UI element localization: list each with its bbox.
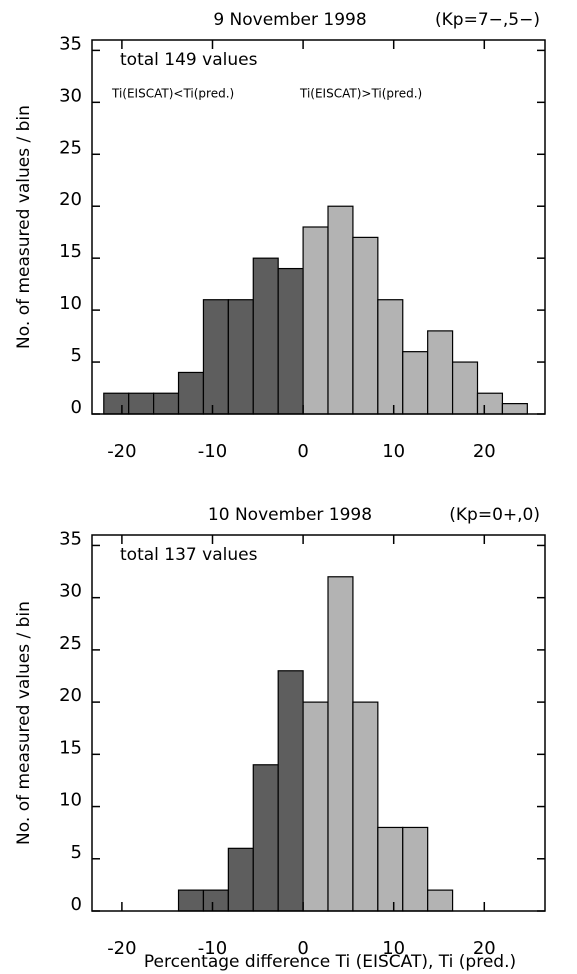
x-tick-label: 10 xyxy=(382,441,405,462)
plot-frame xyxy=(91,39,546,415)
y-tick-label: 25 xyxy=(59,633,82,654)
histogram-bar xyxy=(277,267,304,415)
y-tick-label: 35 xyxy=(59,33,82,54)
x-tick-label: 20 xyxy=(473,441,496,462)
histogram-bar xyxy=(277,670,304,912)
x-tick-label: 0 xyxy=(297,441,308,462)
y-tick-label: 25 xyxy=(59,137,82,158)
x-tick-label: -10 xyxy=(198,441,227,462)
y-axis-label: No. of measured values / bin xyxy=(14,105,34,349)
y-tick-label: 10 xyxy=(59,293,82,314)
x-axis-label: Percentage difference Ti (EISCAT), Ti (p… xyxy=(144,952,516,972)
chart-title: 10 November 1998 xyxy=(208,505,372,525)
histogram-bar xyxy=(302,226,329,415)
y-axis-label: No. of measured values / bin xyxy=(14,601,34,845)
histogram-bar xyxy=(177,889,205,912)
y-tick-label: 20 xyxy=(59,685,82,706)
x-tick-label: 0 xyxy=(297,938,308,959)
histogram-bar xyxy=(451,361,479,415)
annotation: Ti(EISCAT)<Ti(pred.) xyxy=(111,87,234,101)
histogram-bar xyxy=(202,889,229,912)
histogram-bar xyxy=(252,257,279,415)
y-tick-label: 10 xyxy=(59,790,82,811)
annotation: Ti(EISCAT)>Ti(pred.) xyxy=(299,87,422,101)
histogram-bar xyxy=(427,330,454,415)
histogram-bar xyxy=(402,351,429,415)
y-tick-label: 5 xyxy=(71,345,82,366)
histogram-bar xyxy=(252,764,279,912)
plot-frame xyxy=(91,534,546,912)
y-tick-label: 35 xyxy=(59,528,82,549)
histogram-bar xyxy=(227,847,254,912)
histogram-bar xyxy=(476,392,504,415)
chart-subtitle: (Kp=0+,0) xyxy=(449,505,540,525)
x-tick-label: -20 xyxy=(107,441,136,462)
histogram-bar xyxy=(501,403,528,415)
y-tick-label: 30 xyxy=(59,581,82,602)
histogram-bar xyxy=(377,826,404,912)
annotation: total 149 values xyxy=(120,50,258,70)
histogram-bar xyxy=(352,236,379,415)
y-tick-label: 15 xyxy=(59,241,82,262)
x-tick-label: -20 xyxy=(107,938,136,959)
y-tick-label: 15 xyxy=(59,737,82,758)
x-tick-label: 20 xyxy=(473,938,496,959)
histogram-bar xyxy=(227,299,254,415)
y-tick-label: 0 xyxy=(71,894,82,915)
histogram-bar xyxy=(327,205,354,415)
y-tick-label: 0 xyxy=(71,397,82,418)
histogram-bar xyxy=(128,392,155,415)
histogram-bar xyxy=(377,299,404,415)
chart-title: 9 November 1998 xyxy=(213,10,366,30)
histogram-bar xyxy=(327,576,354,912)
x-tick-label: -10 xyxy=(198,938,227,959)
histogram-bar xyxy=(302,701,329,912)
y-tick-label: 30 xyxy=(59,85,82,106)
histogram-bar xyxy=(177,371,205,415)
histogram-bar xyxy=(402,826,429,912)
x-tick-label: 10 xyxy=(382,938,405,959)
histogram-bar xyxy=(352,701,379,912)
chart-subtitle: (Kp=7−,5−) xyxy=(435,10,540,30)
y-tick-label: 20 xyxy=(59,189,82,210)
y-tick-label: 5 xyxy=(71,842,82,863)
histogram-bar xyxy=(153,392,180,415)
annotation: total 137 values xyxy=(120,545,258,565)
histogram-bar xyxy=(427,889,454,912)
histogram-bar xyxy=(103,392,130,415)
histogram-bar xyxy=(202,299,229,415)
